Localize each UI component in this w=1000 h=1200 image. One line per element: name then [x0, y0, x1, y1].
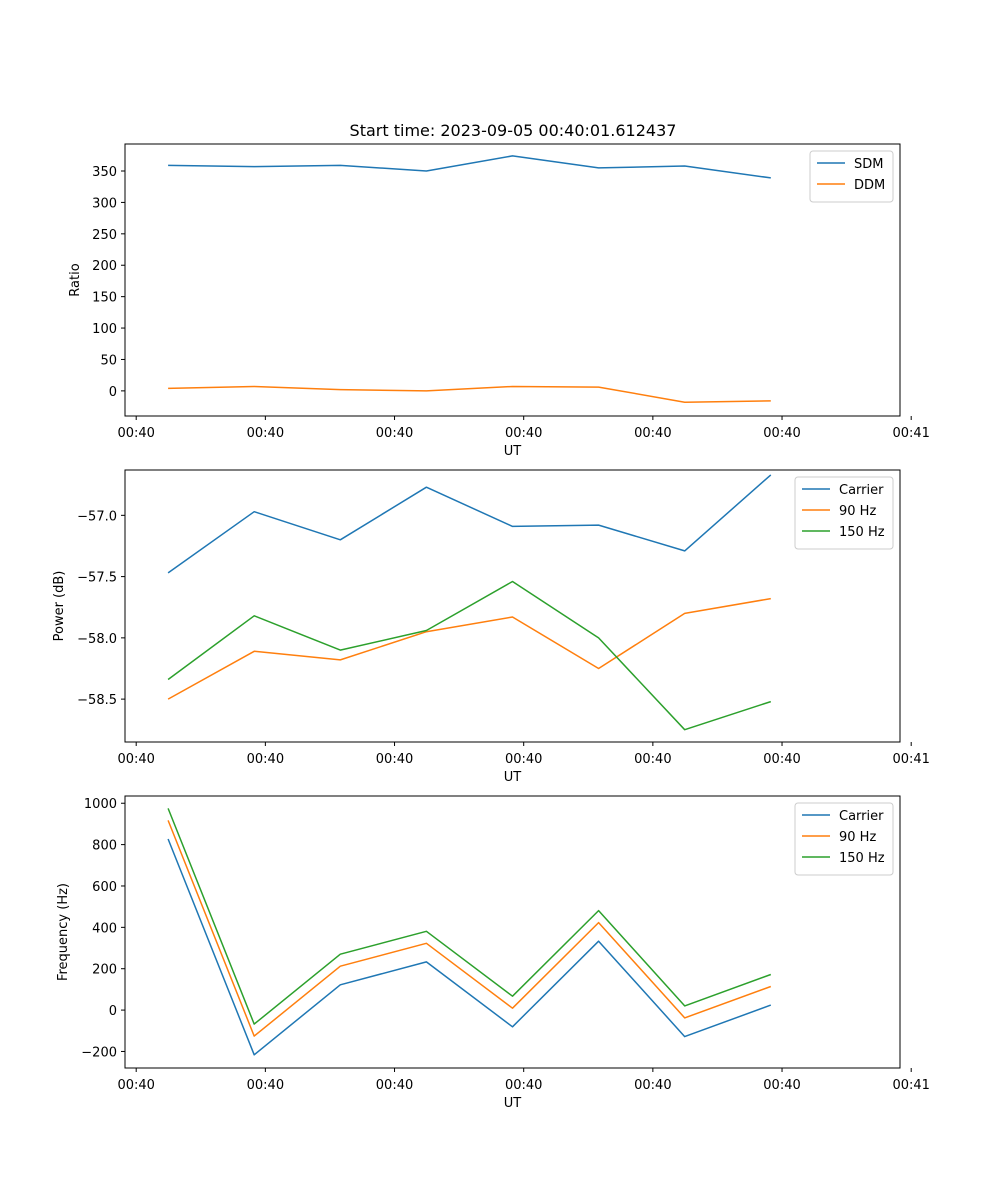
x-tick-label: 00:41: [892, 752, 929, 767]
x-tick-label: 00:40: [117, 752, 154, 767]
x-tick-label: 00:40: [247, 426, 284, 441]
series-line-ddm: [168, 385, 771, 403]
series-line-90-hz: [167, 597, 771, 700]
legend: Carrier 90 Hz 150 Hz: [794, 802, 894, 876]
series-line-carrier: [167, 474, 772, 574]
y-axis-label: Frequency (Hz): [56, 883, 71, 981]
y-tick-label: 1000: [84, 797, 117, 812]
chart-panel-3: 00:40 00:40 00:40 00:40 00:40 00:40 00:41 −200 0…: [56, 795, 930, 1111]
x-tick-label: 00:41: [892, 1078, 929, 1093]
legend: Carrier 90 Hz 150 Hz: [794, 476, 894, 550]
series-line-150-hz: [167, 580, 772, 731]
y-axis-label: Power (dB): [52, 571, 67, 642]
x-tick-label: 00:40: [634, 426, 671, 441]
y-tick-label: −58.5: [77, 693, 117, 708]
legend-label-carrier: Carrier: [839, 483, 884, 498]
y-tick-label: 0: [109, 1004, 117, 1019]
axes-frame: [124, 143, 901, 417]
x-tick-label: 00:40: [117, 426, 154, 441]
legend-label-ddm: DDM: [854, 178, 885, 193]
y-tick-label: 150: [92, 291, 117, 306]
legend-label-sdm: SDM: [854, 157, 883, 172]
y-tick-label: 100: [92, 322, 117, 337]
y-tick-label: 200: [92, 963, 117, 978]
panels: 00:40 00:40 00:40 00:40 00:40 00:40 00:41 0 50 10…: [52, 143, 930, 1111]
y-tick-label: −57.5: [77, 571, 117, 586]
y-tick-label: 200: [92, 259, 117, 274]
legend-label-carrier: Carrier: [839, 809, 884, 824]
y-tick-label: 300: [92, 196, 117, 211]
y-tick-label: −57.0: [77, 509, 117, 524]
x-tick-label: 00:40: [247, 752, 284, 767]
series-line-90-hz: [167, 820, 772, 1037]
x-axis-label: UT: [504, 770, 522, 785]
x-tick-label: 00:40: [247, 1078, 284, 1093]
x-tick-label: 00:40: [505, 1078, 542, 1093]
series-line-carrier: [167, 838, 772, 1056]
chart-panel-2: 00:40 00:40 00:40 00:40 00:40 00:40 00:41 −58.5…: [52, 469, 930, 785]
figure-title: Start time: 2023-09-05 00:40:01.612437: [350, 121, 677, 140]
axes-frame: [124, 469, 901, 743]
y-tick-label: 250: [92, 228, 117, 243]
y-tick-label: 350: [92, 165, 117, 180]
y-axis-label: Ratio: [68, 263, 83, 296]
y-tick-label: 800: [92, 839, 117, 854]
legend-label-150-hz: 150 Hz: [839, 851, 885, 866]
x-tick-label: 00:40: [763, 752, 800, 767]
series-line-sdm: [168, 155, 771, 179]
x-tick-label: 00:40: [376, 426, 413, 441]
x-axis-label: UT: [504, 1096, 522, 1111]
x-tick-label: 00:40: [376, 1078, 413, 1093]
y-tick-label: 0: [109, 385, 117, 400]
x-tick-label: 00:40: [117, 1078, 154, 1093]
legend: SDM DDM: [809, 150, 894, 203]
legend-label-90-hz: 90 Hz: [839, 504, 876, 519]
y-tick-label: −200: [81, 1045, 117, 1060]
x-tick-label: 00:40: [634, 1078, 671, 1093]
axes-frame: [124, 795, 901, 1069]
legend-label-150-hz: 150 Hz: [839, 525, 885, 540]
legend-label-90-hz: 90 Hz: [839, 830, 876, 845]
x-tick-label: 00:40: [376, 752, 413, 767]
y-tick-label: 50: [100, 353, 117, 368]
x-axis-label: UT: [504, 444, 522, 459]
x-tick-label: 00:41: [892, 426, 929, 441]
y-tick-label: 600: [92, 880, 117, 895]
chart-panel-1: 00:40 00:40 00:40 00:40 00:40 00:40 00:41 0 50 10…: [68, 143, 930, 459]
x-tick-label: 00:40: [505, 752, 542, 767]
series-line-150-hz: [167, 808, 772, 1025]
x-tick-label: 00:40: [634, 752, 671, 767]
x-tick-label: 00:40: [505, 426, 542, 441]
y-tick-label: 400: [92, 921, 117, 936]
x-tick-label: 00:40: [763, 1078, 800, 1093]
x-tick-label: 00:40: [763, 426, 800, 441]
y-tick-label: −58.0: [77, 632, 117, 647]
